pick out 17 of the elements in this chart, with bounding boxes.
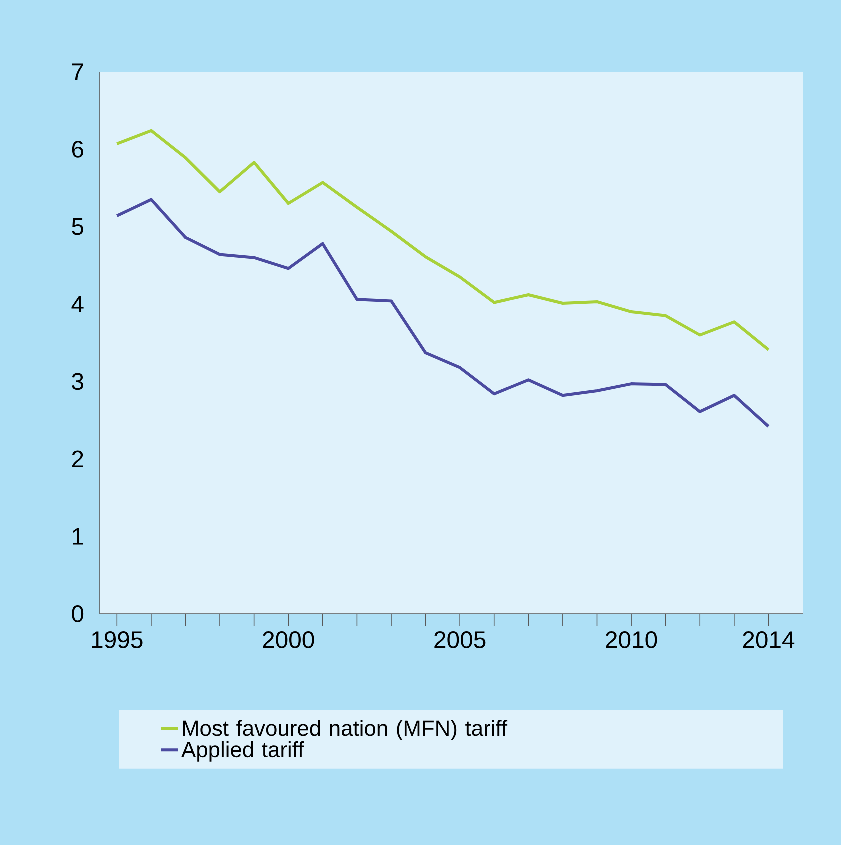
legend-label: Most favoured nation (MFN) tariff <box>183 720 508 741</box>
legend-label: Applied tariff <box>182 741 304 762</box>
y-tick-label: 4 <box>72 296 84 313</box>
x-tick-label: 2005 <box>434 632 486 648</box>
x-tick-label: 2010 <box>606 632 658 648</box>
x-tick-label: 2014 <box>743 632 795 648</box>
y-tick-label: 2 <box>72 450 84 468</box>
line-series <box>116 129 770 352</box>
x-tick-label: 2000 <box>263 632 314 648</box>
y-tick-label: 1 <box>73 528 84 545</box>
line-series <box>116 198 770 428</box>
y-tick-label: 3 <box>72 373 84 390</box>
y-tick-label: 7 <box>72 64 84 80</box>
y-tick-label: 5 <box>72 218 84 236</box>
x-tick-label: 1995 <box>92 632 143 648</box>
y-tick-label: 6 <box>72 140 84 158</box>
y-tick-label: 0 <box>72 606 84 622</box>
